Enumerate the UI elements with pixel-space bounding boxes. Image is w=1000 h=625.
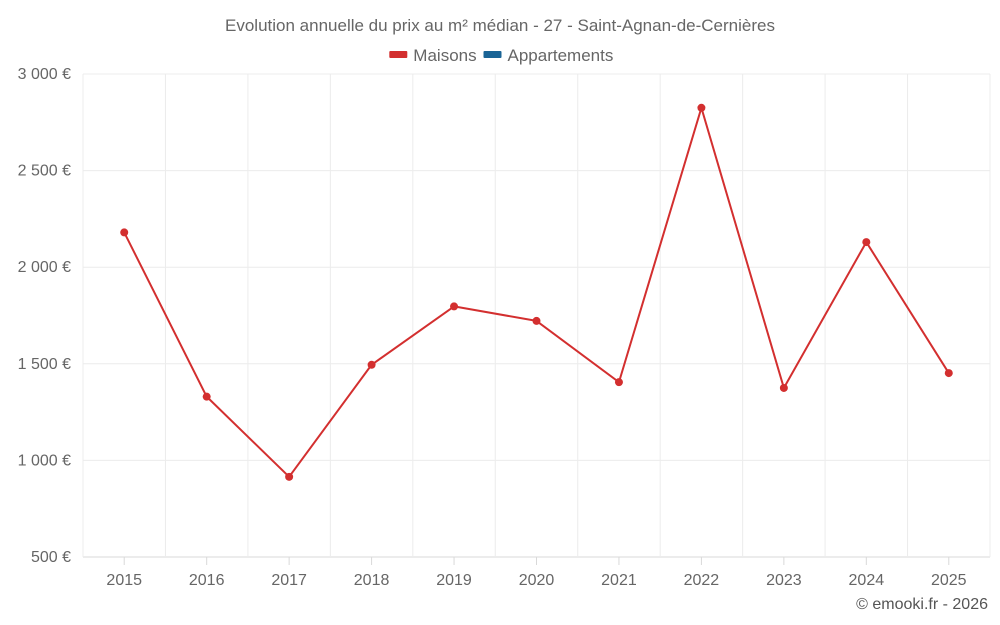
data-point[interactable] xyxy=(944,369,953,378)
series-layer xyxy=(120,103,953,481)
legend-label: Maisons xyxy=(413,46,476,65)
data-point[interactable] xyxy=(862,238,871,247)
data-point[interactable] xyxy=(120,228,129,237)
data-point[interactable] xyxy=(779,383,788,392)
data-point[interactable] xyxy=(202,392,211,401)
x-tick-label: 2018 xyxy=(354,572,390,589)
data-point[interactable] xyxy=(614,378,623,387)
x-tick-label: 2025 xyxy=(931,572,967,589)
legend-item[interactable]: Appartements xyxy=(483,46,614,65)
legend: Maisons Appartements xyxy=(389,46,613,65)
data-point[interactable] xyxy=(285,472,294,481)
y-tick-label: 1 500 € xyxy=(18,356,71,373)
x-tick-label: 2021 xyxy=(601,572,637,589)
y-axis-ticks: 500 € 1 000 € 1 500 € 2 000 € 2 500 € 3 000 € xyxy=(18,66,71,566)
y-tick-label: 3 000 € xyxy=(18,66,71,83)
data-point[interactable] xyxy=(367,360,376,369)
x-tick-label: 2022 xyxy=(684,572,720,589)
legend-swatch xyxy=(483,51,502,58)
data-point[interactable] xyxy=(450,302,459,311)
x-tick-label: 2015 xyxy=(106,572,142,589)
x-tick-label: 2023 xyxy=(766,572,802,589)
data-point[interactable] xyxy=(532,316,541,325)
x-tick-label: 2017 xyxy=(271,572,307,589)
y-tick-label: 500 € xyxy=(31,549,71,566)
chart-title: Evolution annuelle du prix au m² médian … xyxy=(225,16,775,35)
x-axis-ticks: 2015 2016 2017 2018 2019 2020 2021 2022 2023 2024… xyxy=(106,572,966,589)
grid xyxy=(82,73,991,565)
legend-swatch xyxy=(389,51,408,58)
y-tick-label: 2 500 € xyxy=(18,163,71,180)
legend-item[interactable]: Maisons xyxy=(389,46,477,65)
x-tick-label: 2019 xyxy=(436,572,472,589)
x-tick-label: 2020 xyxy=(519,572,555,589)
data-point[interactable] xyxy=(697,103,706,112)
x-tick-label: 2016 xyxy=(189,572,225,589)
y-tick-label: 1 000 € xyxy=(18,452,71,469)
y-tick-label: 2 000 € xyxy=(18,259,71,276)
footer-credit: © emooki.fr - 2026 xyxy=(856,596,988,613)
x-tick-label: 2024 xyxy=(849,572,885,589)
legend-label: Appartements xyxy=(508,46,614,65)
